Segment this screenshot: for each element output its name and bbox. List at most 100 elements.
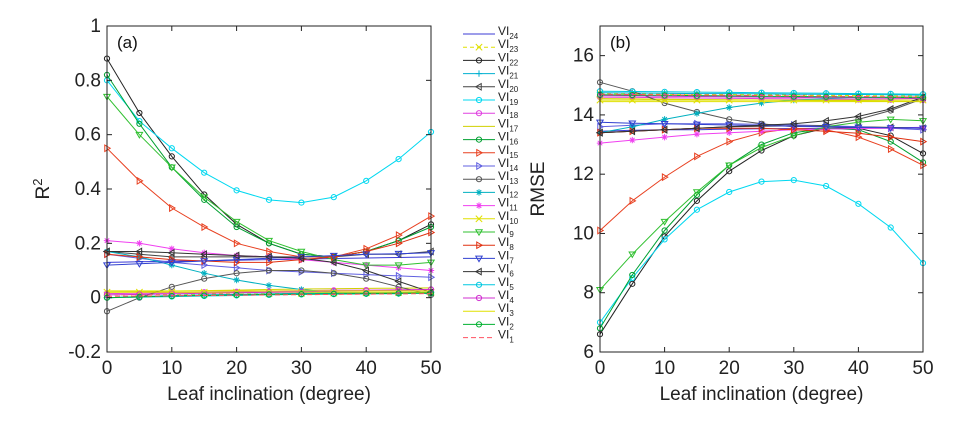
data-point	[726, 104, 733, 111]
data-point	[629, 280, 636, 287]
data-point	[395, 286, 402, 294]
data-point	[629, 196, 637, 205]
legend-label: VI3	[498, 301, 514, 318]
legend-label: VI24	[498, 24, 519, 41]
data-point	[661, 236, 668, 243]
legend-label-sub: 14	[509, 164, 518, 173]
legend-label-base: VI	[498, 169, 509, 183]
data-point	[789, 119, 797, 128]
legend-entry: VI22	[463, 50, 519, 67]
y-tick-label: 14	[573, 105, 595, 126]
legend-label-sub: 5	[509, 283, 514, 292]
legend-entry: VI10	[463, 209, 519, 226]
legend-label: VI4	[498, 288, 514, 305]
legend-entry: VI4	[463, 288, 514, 305]
data-point	[628, 127, 636, 136]
legend-label: VI7	[498, 248, 514, 265]
data-point	[854, 119, 863, 127]
legend-marker	[476, 148, 484, 157]
data-point	[693, 206, 701, 213]
legend-label: VI19	[498, 90, 519, 107]
legend-marker	[475, 202, 483, 209]
data-point	[629, 271, 636, 279]
data-point	[758, 93, 765, 100]
data-point	[887, 144, 895, 154]
data-point	[726, 116, 733, 123]
legend-marker	[475, 57, 483, 64]
data-point	[297, 248, 306, 256]
legend-label-sub: 20	[509, 85, 518, 94]
data-point	[233, 270, 240, 277]
legend-label-sub: 17	[509, 124, 518, 133]
series-line-vi19	[106, 79, 432, 204]
legend-marker	[474, 267, 482, 276]
data-point	[757, 144, 766, 152]
data-point	[757, 121, 765, 130]
data-point	[887, 224, 894, 231]
y-axis-label: R2	[30, 179, 54, 200]
data-point	[661, 92, 668, 99]
data-point	[265, 282, 273, 289]
legend-label-base: VI	[498, 77, 509, 91]
data-point	[266, 247, 274, 256]
data-point	[201, 270, 208, 277]
x-axis-label: Leaf inclination (degree)	[660, 384, 864, 405]
series-line-vi1	[599, 93, 924, 98]
data-point	[855, 200, 862, 207]
data-point	[265, 267, 273, 274]
legend-entry: VI3	[463, 301, 514, 318]
data-point	[232, 251, 240, 260]
legend-label-base: VI	[498, 328, 509, 342]
x-tick-label: 20	[226, 358, 247, 379]
data-point	[886, 104, 894, 114]
legend-entry: VI18	[463, 103, 519, 120]
legend-marker	[475, 321, 483, 328]
legend-marker	[476, 241, 484, 250]
legend-box	[455, 22, 527, 344]
legend-label-base: VI	[498, 275, 509, 289]
y-tick-label: 12	[573, 164, 594, 185]
series-vi22	[596, 125, 927, 338]
legend-label: VI16	[498, 130, 519, 147]
y-tick-label: 0.6	[75, 125, 101, 146]
legend-label-base: VI	[498, 196, 509, 210]
legend-marker	[475, 215, 483, 223]
legend-label: VI10	[498, 209, 519, 226]
data-point	[726, 129, 733, 136]
data-point	[201, 222, 209, 232]
data-point	[395, 290, 402, 297]
data-point	[789, 132, 798, 140]
legend-label-sub: 19	[509, 98, 518, 107]
data-point	[628, 251, 637, 259]
legend-label-sub: 6	[509, 270, 514, 279]
legend-label: VI18	[498, 103, 519, 120]
data-point	[168, 145, 175, 152]
data-point	[233, 258, 241, 267]
series-vi19	[103, 77, 435, 206]
data-point	[363, 177, 370, 184]
data-point	[725, 162, 734, 170]
legend-entry: VI7	[463, 248, 514, 265]
data-point	[821, 116, 829, 125]
data-point	[167, 248, 175, 257]
data-point	[660, 218, 669, 226]
data-point	[661, 227, 668, 234]
legend-label-base: VI	[498, 24, 509, 38]
plot-frame	[106, 25, 432, 353]
legend-label: VI11	[498, 196, 518, 213]
data-point	[167, 259, 176, 267]
data-point	[330, 290, 337, 297]
y-tick-label: 8	[583, 283, 594, 304]
data-point	[200, 258, 209, 266]
data-point	[395, 271, 403, 281]
data-point	[136, 120, 143, 127]
series-line-vi15	[106, 147, 432, 258]
data-point	[298, 267, 305, 274]
legend-label-base: VI	[498, 222, 509, 236]
x-tick-label: 40	[848, 358, 869, 379]
y-tick-label: 6	[583, 342, 594, 363]
data-point	[136, 293, 143, 300]
panel-label: (b)	[610, 33, 631, 52]
series-line-vi9	[599, 118, 924, 291]
y-tick-label: 0.2	[75, 233, 101, 254]
